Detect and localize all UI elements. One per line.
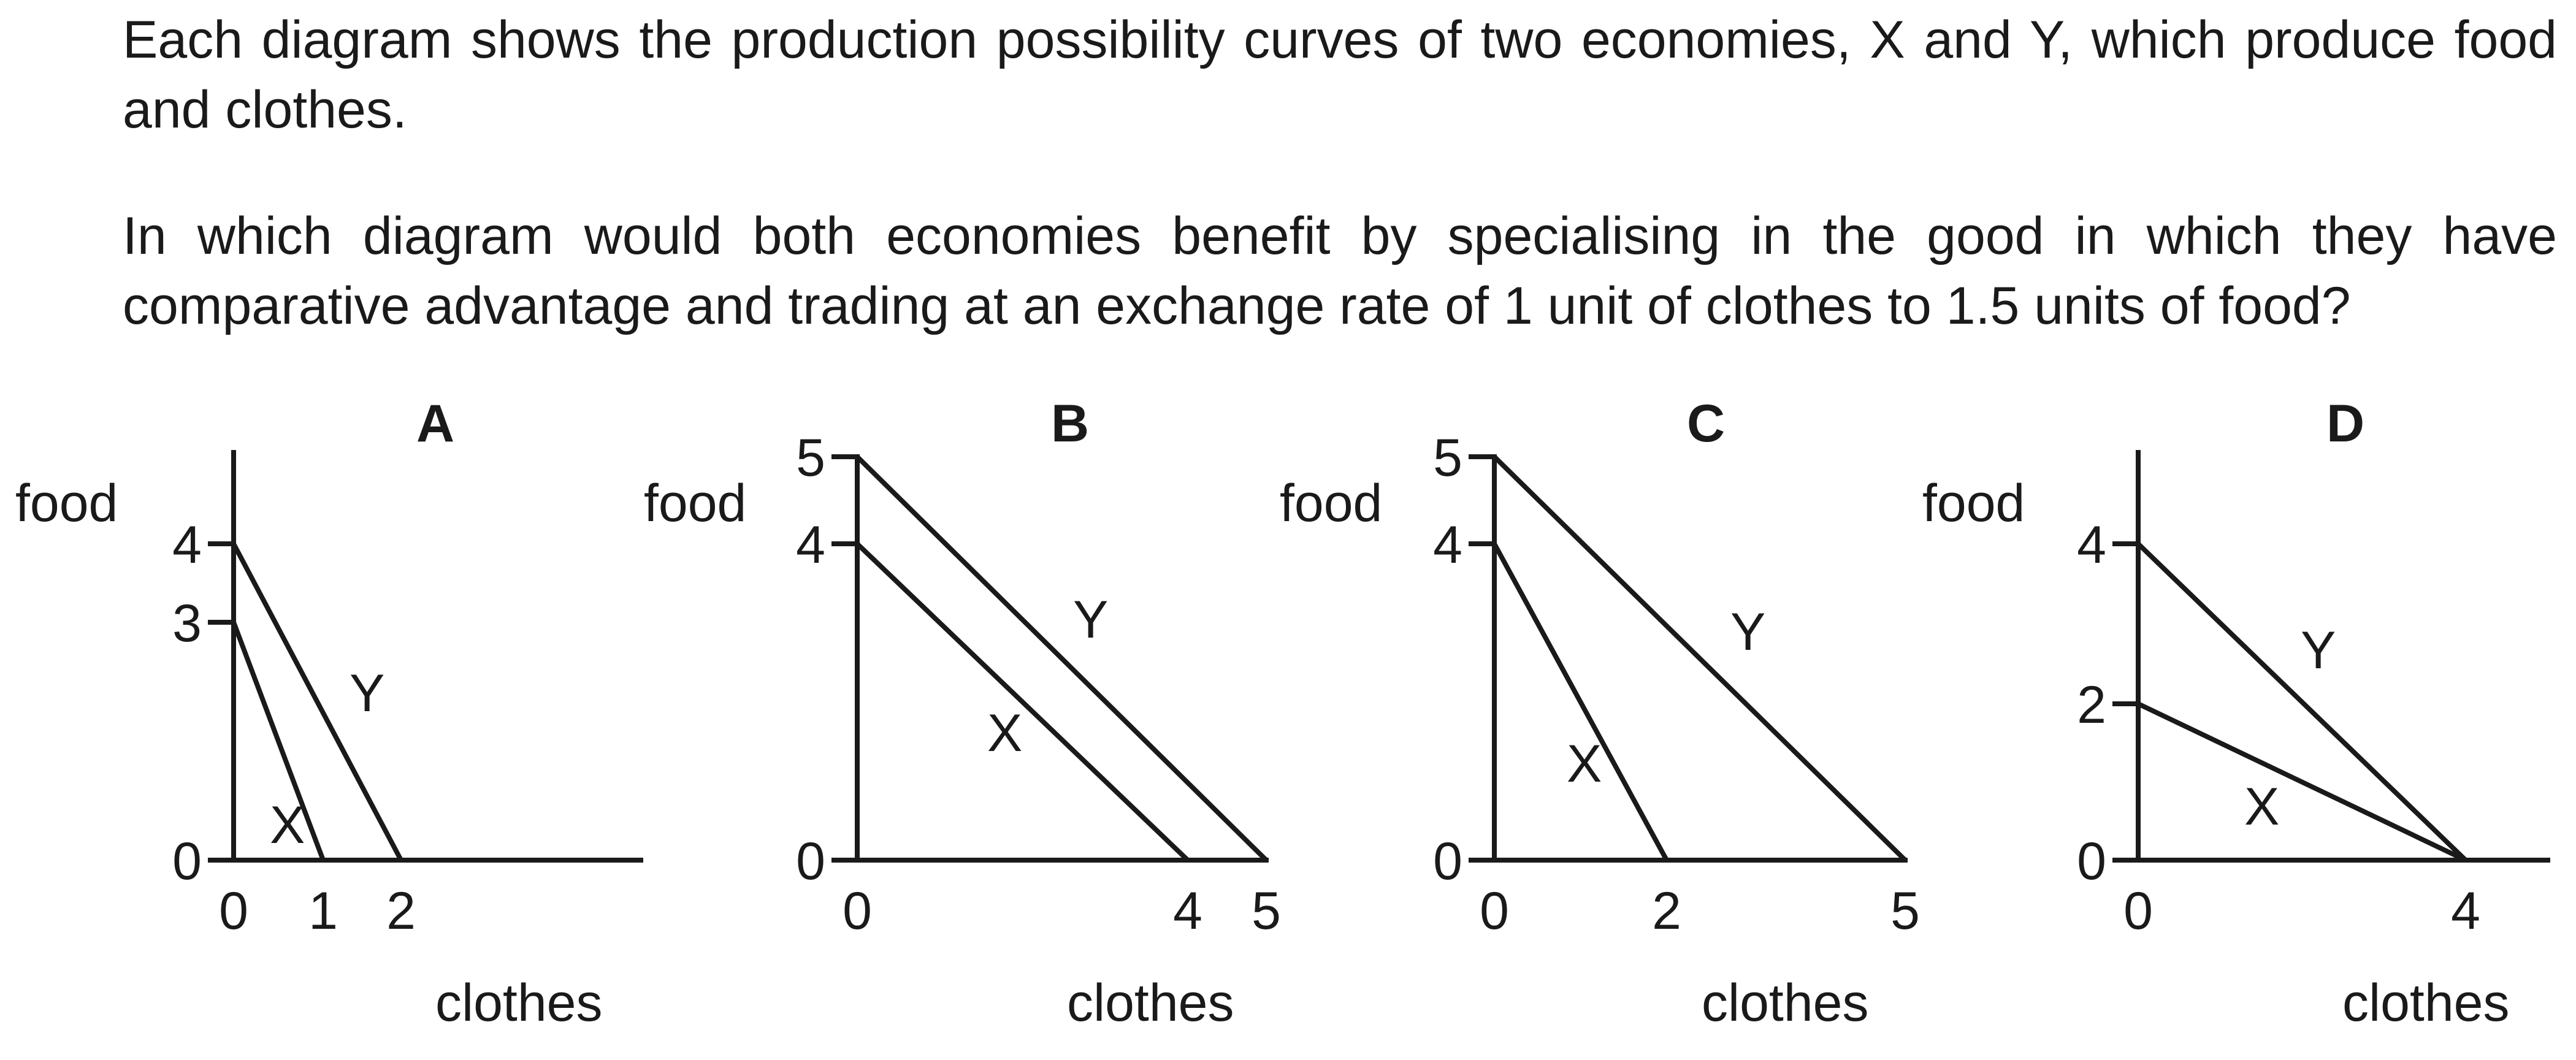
curve-label-y: Y: [350, 664, 384, 723]
y-tick-label: 0: [172, 832, 202, 891]
y-axis-label: food: [1280, 474, 1382, 533]
panel-letter-d: D: [2326, 394, 2364, 453]
y-tick-label: 2: [2077, 676, 2106, 734]
x-tick-label: 5: [1890, 882, 1920, 940]
y-tick-label: 4: [2077, 516, 2106, 574]
ppc-curve-x: [2136, 701, 2468, 863]
curve-label-y: Y: [1730, 603, 1765, 662]
curve-label-y: Y: [2301, 621, 2336, 680]
y-tick-label: 3: [172, 594, 202, 653]
curve-label-y: Y: [1073, 590, 1108, 649]
x-axis-label: clothes: [435, 974, 603, 1032]
x-tick-label: 2: [1652, 882, 1681, 940]
x-tick-label: 2: [386, 882, 416, 940]
y-tick-label: 4: [796, 516, 825, 574]
x-axis-label: clothes: [1702, 974, 1869, 1032]
x-tick-label: 5: [1252, 882, 1281, 940]
panel-letter-a: A: [416, 394, 454, 453]
panel-letter-b: B: [1051, 394, 1089, 453]
y-axis-label: food: [644, 474, 746, 533]
curve-label-x: X: [2244, 777, 2279, 836]
panel-letter-c: C: [1687, 394, 1725, 453]
curve-label-x: X: [1567, 734, 1602, 793]
ppc-curve-y: [2136, 541, 2468, 863]
y-tick-label: 0: [796, 832, 825, 891]
y-tick-label: 0: [2077, 832, 2106, 891]
y-tick-label: 0: [1433, 832, 1462, 891]
curve-label-x: X: [270, 796, 305, 855]
x-tick-label: 0: [219, 882, 248, 940]
x-tick-label: 4: [2451, 882, 2480, 940]
question-text-intro: Each diagram shows the production possib…: [123, 10, 2557, 139]
x-axis-label: clothes: [1067, 974, 1234, 1032]
y-axis-label: food: [1922, 474, 2025, 533]
ppc-curve-y: [1492, 454, 1908, 863]
x-axis-label: clothes: [2342, 974, 2510, 1032]
x-tick-label: 0: [2123, 882, 2153, 940]
x-tick-label: 1: [308, 882, 338, 940]
x-tick-label: 0: [843, 882, 872, 940]
y-tick-label: 4: [1433, 516, 1462, 574]
y-tick-label: 5: [1433, 429, 1462, 487]
curve-label-x: X: [987, 704, 1022, 763]
y-tick-label: 5: [796, 429, 825, 487]
question-text-prompt: In which diagram would both economies be…: [123, 207, 2557, 335]
ppc-curve-x: [855, 541, 1190, 863]
ppc-curve-x: [1492, 541, 1669, 863]
x-tick-label: 4: [1173, 882, 1202, 940]
ppc-curve-x: [231, 620, 326, 863]
y-axis-label: food: [15, 474, 118, 533]
y-tick-label: 4: [172, 516, 202, 574]
ppc-curve-y: [231, 541, 403, 863]
ppc-curve-y: [855, 454, 1269, 863]
x-tick-label: 0: [1480, 882, 1509, 940]
